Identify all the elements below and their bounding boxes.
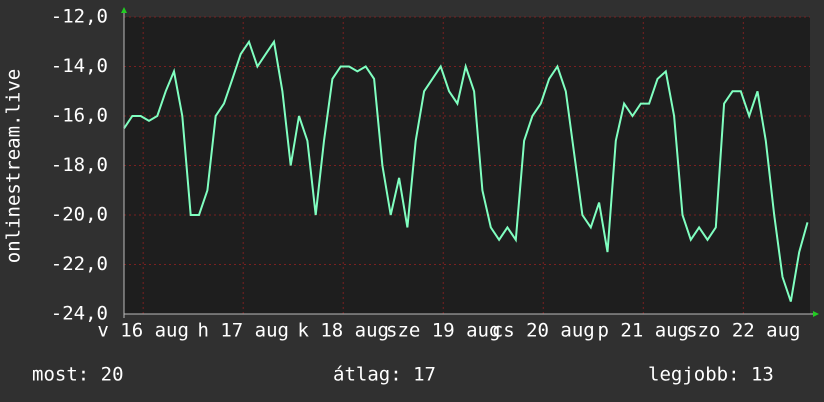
y-tick-label: -24,0	[51, 303, 108, 325]
y-tick-label: -18,0	[51, 154, 108, 176]
axis-arrow	[121, 7, 127, 13]
x-tick-label: v 16 aug	[97, 320, 189, 342]
stat-average: átlag: 17	[333, 364, 436, 386]
stat-current: most: 20	[32, 364, 124, 386]
stat-best: legjobb: 13	[648, 364, 774, 386]
y-tick-label: -22,0	[51, 253, 108, 275]
x-tick-label: h 17 aug	[197, 320, 289, 342]
x-tick-label: k 18 aug	[297, 320, 389, 342]
y-tick-label: -12,0	[51, 6, 108, 28]
x-tick-label: p 21 aug	[598, 320, 690, 342]
plot-area	[124, 17, 810, 314]
marks	[123, 39, 809, 302]
data-line	[123, 39, 809, 302]
y-tick-label: -16,0	[51, 105, 108, 127]
x-tick-label: cs 20 aug	[492, 320, 595, 342]
y-axis-label: onlinestream.live	[3, 69, 25, 263]
x-tick-label: sze 19 aug	[386, 320, 500, 342]
y-tick-label: -14,0	[51, 55, 108, 77]
axis-arrow	[813, 311, 819, 317]
x-tick-label: szo 22 aug	[686, 320, 800, 342]
y-tick-label: -20,0	[51, 204, 108, 226]
